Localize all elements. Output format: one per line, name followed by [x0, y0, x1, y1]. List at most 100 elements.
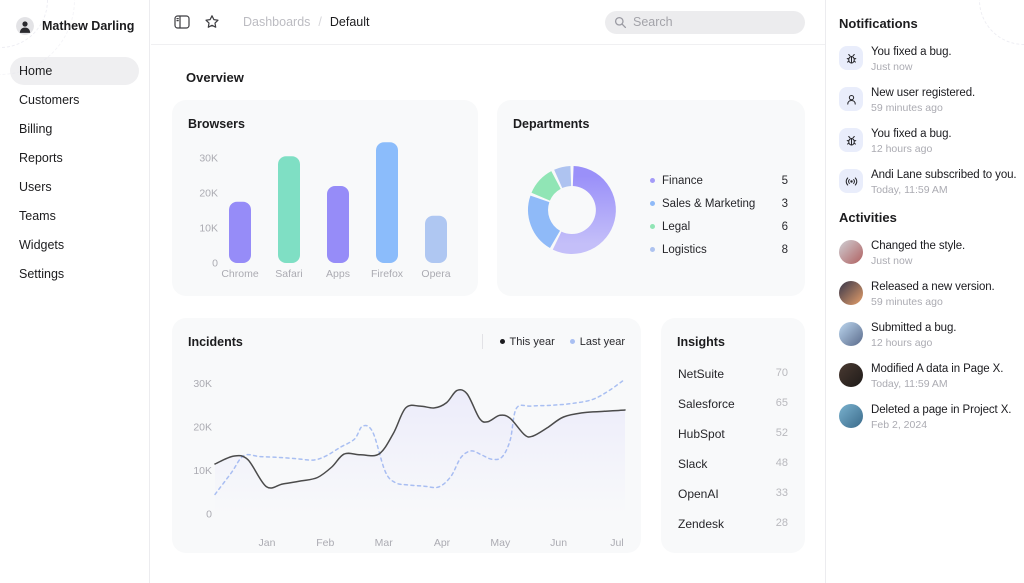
panel-toggle-icon[interactable]	[171, 11, 193, 33]
activity-item[interactable]: Released a new version. 59 minutes ago	[839, 281, 1018, 308]
activity-text: Released a new version. 59 minutes ago	[871, 281, 995, 308]
activity-item[interactable]: Submitted a bug. 12 hours ago	[839, 322, 1018, 349]
svg-text:Jun: Jun	[550, 537, 567, 549]
notification-text: You fixed a bug. Just now	[871, 46, 952, 73]
insight-value: 70	[775, 367, 788, 379]
breadcrumb-separator: /	[318, 15, 322, 29]
notification-time: 12 hours ago	[871, 143, 933, 155]
svg-text:0: 0	[206, 509, 212, 521]
activity-item[interactable]: Deleted a page in Project X. Feb 2, 2024	[839, 404, 1018, 431]
activity-item[interactable]: Changed the style. Just now	[839, 240, 1018, 267]
activity-avatar	[839, 404, 863, 428]
incidents-line-chart: 0 10K 20K 30K Jan Feb Mar Apr May Jun Jul	[172, 318, 641, 558]
insight-value: 48	[775, 457, 788, 469]
donut-segment-sales-marketing	[528, 195, 561, 249]
user-name: Mathew Darling	[42, 19, 135, 33]
sidebar-item-users[interactable]: Users	[19, 180, 52, 194]
sidebar-item-settings[interactable]: Settings	[19, 267, 65, 281]
insights-card: Insights NetSuite 70 Salesforce 65 HubSpot 52…	[661, 318, 805, 553]
notification-item[interactable]: You fixed a bug. 12 hours ago	[839, 128, 1018, 155]
donut-segment-legal	[531, 171, 562, 202]
notification-item[interactable]: Andi Lane subscribed to you. Today, 11:59…	[839, 169, 1018, 196]
search-input[interactable]	[633, 15, 796, 29]
sidebar-item-home[interactable]: Home	[10, 57, 139, 85]
activity-time: Feb 2, 2024	[871, 419, 928, 431]
sidebar-item-widgets[interactable]: Widgets	[19, 238, 65, 252]
activity-avatar	[839, 363, 863, 387]
legend-value: 3	[781, 197, 788, 210]
breadcrumb: Dashboards / Default	[243, 15, 370, 29]
departments-donut-chart	[497, 100, 805, 301]
legend-dot-icon	[569, 339, 575, 344]
insight-label: NetSuite	[678, 367, 725, 381]
insight-row-zendesk: Zendesk 28	[678, 517, 788, 547]
legend-item-sales-marketing: Sales & Marketing 3	[650, 192, 788, 215]
search-icon	[614, 16, 627, 29]
sidebar-item-teams[interactable]: Teams	[19, 209, 56, 223]
notification-item[interactable]: New user registered. 59 minutes ago	[839, 87, 1018, 114]
insight-value: 52	[775, 427, 788, 439]
legend-dot-icon	[650, 201, 655, 206]
legend-dot-icon	[650, 247, 655, 252]
insight-row-hubspot: HubSpot 52	[678, 427, 788, 457]
legend-value: 8	[781, 243, 788, 256]
breadcrumb-parent[interactable]: Dashboards	[243, 15, 311, 29]
svg-text:Opera: Opera	[421, 268, 450, 280]
sidebar-nav: Home Customers Billing Reports Users Teams Wid…	[0, 57, 149, 288]
insight-value: 28	[775, 517, 788, 529]
notification-text: New user registered. 59 minutes ago	[871, 87, 975, 114]
insights-list: NetSuite 70 Salesforce 65 HubSpot 52 Slack 48 Op…	[678, 367, 788, 547]
legend-item-logistics: Logistics 8	[650, 238, 788, 261]
insight-row-openai: OpenAI 33	[678, 487, 788, 517]
activity-time: Just now	[871, 255, 913, 267]
star-icon[interactable]	[201, 11, 223, 33]
activity-title: Deleted a page in Project X.	[871, 404, 1012, 416]
legend-dot-icon	[499, 339, 505, 344]
legend-label: Logistics	[662, 243, 707, 256]
bar-apps	[327, 186, 349, 263]
broadcast-icon	[839, 169, 863, 193]
activity-item[interactable]: Modified A data in Page X. Today, 11:59 A…	[839, 363, 1018, 390]
notification-title: You fixed a bug.	[871, 128, 952, 140]
insight-label: OpenAI	[678, 487, 719, 501]
svg-text:20K: 20K	[193, 422, 212, 434]
breadcrumb-current[interactable]: Default	[329, 15, 370, 29]
sidebar-item-billing[interactable]: Billing	[19, 122, 53, 136]
activity-title: Modified A data in Page X.	[871, 363, 1004, 375]
legend-value: 6	[781, 220, 788, 233]
svg-text:10K: 10K	[199, 223, 218, 235]
notification-text: Andi Lane subscribed to you. Today, 11:59…	[871, 169, 1017, 196]
departments-legend: Finance 5 Sales & Marketing 3 Legal 6 Logistic…	[650, 169, 788, 261]
page-title: Overview	[186, 70, 244, 85]
legend-label: This year	[509, 335, 555, 348]
svg-text:Jul: Jul	[610, 537, 623, 549]
user-profile[interactable]: Mathew Darling	[0, 0, 149, 35]
incidents-card: Incidents This year Last year 0 10K 20K 30K J…	[172, 318, 641, 553]
svg-text:30K: 30K	[193, 378, 212, 390]
activity-time: Today, 11:59 AM	[871, 378, 948, 390]
bar-chrome	[229, 201, 251, 263]
insight-label: HubSpot	[678, 427, 725, 441]
bar-safari	[278, 156, 300, 263]
legend-dot-icon	[650, 178, 655, 183]
svg-text:10K: 10K	[193, 465, 212, 477]
notification-title: Andi Lane subscribed to you.	[871, 169, 1017, 181]
activities-list: Changed the style. Just now Released a new…	[839, 240, 1018, 431]
svg-text:Safari: Safari	[275, 268, 302, 280]
svg-text:May: May	[490, 537, 511, 549]
sidebar-item-reports[interactable]: Reports	[19, 151, 63, 165]
activity-time: 12 hours ago	[871, 337, 933, 349]
activity-title: Changed the style.	[871, 240, 966, 252]
notification-item[interactable]: You fixed a bug. Just now	[839, 46, 1018, 73]
legend-item-this-year: This year	[499, 335, 555, 348]
activity-text: Deleted a page in Project X. Feb 2, 2024	[871, 404, 1012, 431]
search-box[interactable]	[605, 10, 805, 34]
svg-text:20K: 20K	[199, 188, 218, 200]
insight-label: Salesforce	[678, 397, 735, 411]
donut-segment-finance	[552, 166, 616, 254]
notifications-list: You fixed a bug. Just now New user registe…	[839, 46, 1018, 196]
sidebar-item-customers[interactable]: Customers	[19, 93, 80, 107]
activity-avatar	[839, 240, 863, 264]
bar-firefox	[376, 142, 398, 263]
legend-label: Finance	[662, 174, 703, 187]
